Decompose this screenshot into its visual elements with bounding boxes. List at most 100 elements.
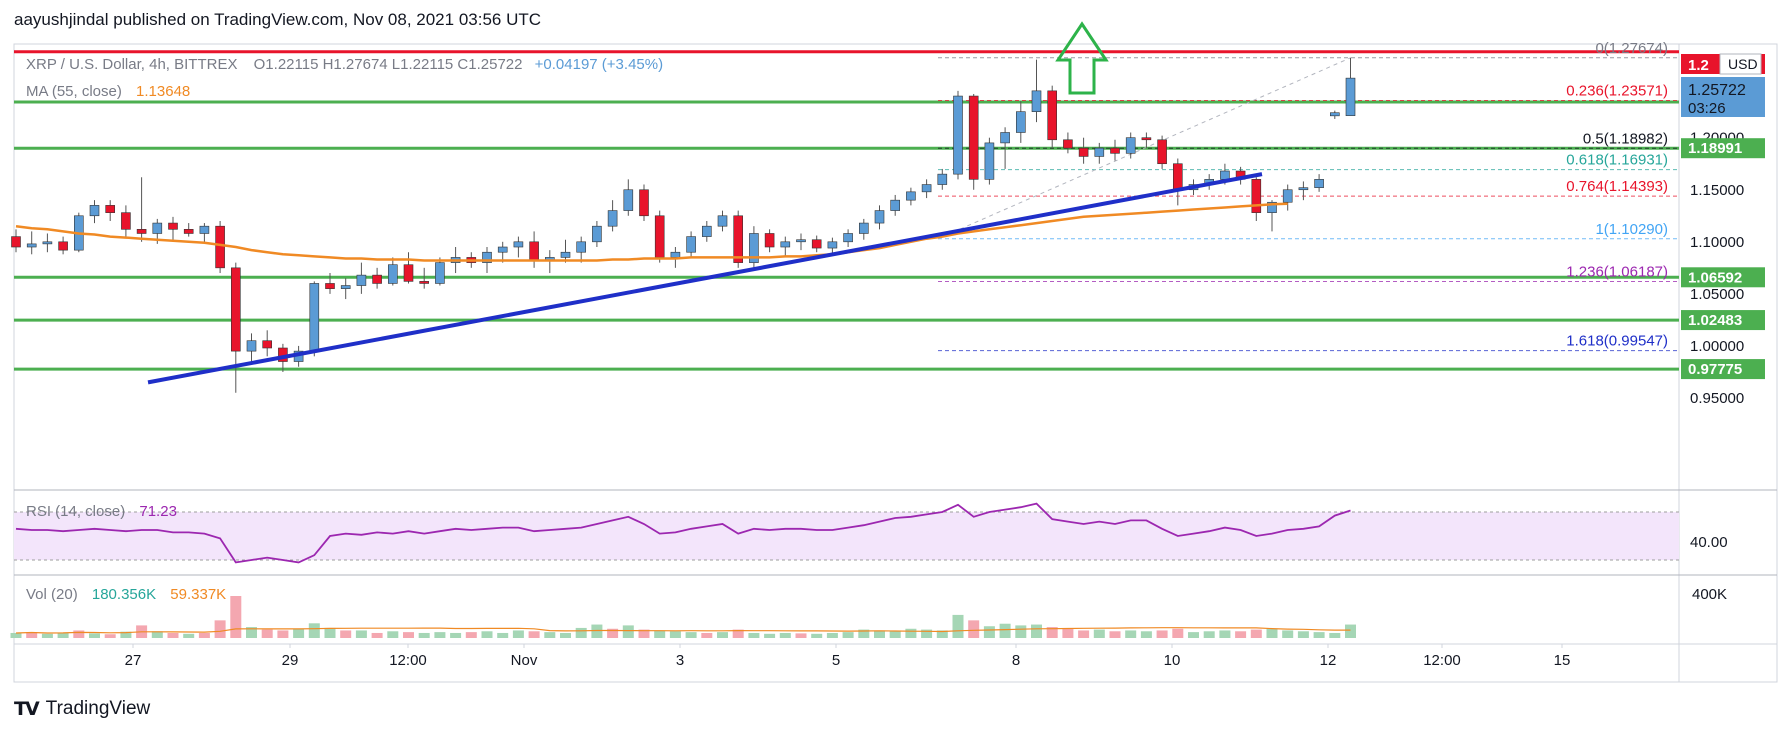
candle-body [764, 233, 775, 248]
candle-body [11, 236, 21, 248]
rsi-label: RSI (14, close) [26, 503, 125, 520]
time-tick-label: 8 [1012, 652, 1020, 669]
candle-body [325, 283, 335, 289]
volume-bar [1297, 631, 1309, 638]
candle-body [937, 173, 948, 185]
candle-body [843, 233, 853, 243]
candle-body [387, 264, 398, 284]
volume-bar [1109, 631, 1121, 638]
currency-button[interactable] [1719, 53, 1762, 75]
candle-body [592, 225, 602, 243]
candle-body [1000, 132, 1010, 144]
volume-bar [842, 632, 854, 638]
volume-bar [183, 633, 195, 638]
price-tick-label: 0.95000 [1690, 390, 1744, 407]
time-axis[interactable]: 27 29 12:00 Nov 3 5 8 10 12 12:00 15 [125, 644, 1571, 669]
volume-bar [308, 623, 320, 638]
volume-bar [905, 628, 917, 638]
volume-bar [983, 626, 995, 638]
volume-bar [1203, 631, 1215, 638]
candle-body [168, 222, 178, 230]
legend-change: +0.04197 (+3.45%) [535, 56, 663, 73]
volume-bar [340, 630, 352, 638]
volume-bar [669, 631, 681, 638]
chart-frame [13, 43, 1778, 683]
time-tick-label: 5 [832, 652, 840, 669]
candle-body [529, 241, 539, 261]
candle-body [1173, 163, 1183, 191]
volume-bar [921, 629, 933, 638]
svg-text:Vol (20) 180.356K 59.3: Vol (20) 180.356K 59.337K [26, 586, 226, 603]
price-tick-label: 1.10000 [1690, 234, 1744, 251]
volume-bar [1172, 628, 1184, 638]
support-tag-label: 1.02483 [1688, 312, 1742, 329]
bullish-trend-line[interactable] [147, 172, 1263, 385]
resistance-price-tag: 1.2 USD [1681, 53, 1765, 75]
tradingview-logo[interactable]: TV TradingView [14, 698, 150, 720]
moving-average-line [15, 202, 1288, 262]
candle-body [199, 225, 210, 234]
candle-body [105, 205, 115, 213]
candlestick-series [11, 57, 1356, 393]
candle-body [1314, 179, 1324, 188]
candle-body [796, 239, 806, 243]
volume-bar [1235, 631, 1247, 638]
rsi-line [15, 502, 1351, 564]
rsi-band [14, 512, 1679, 560]
volume-bar [528, 631, 540, 638]
volume-bar [1125, 630, 1137, 638]
volume-bar [261, 629, 273, 638]
volume-bar [952, 614, 964, 638]
candle-body [623, 189, 634, 211]
candle-body [309, 283, 320, 352]
volume-bar [638, 629, 650, 638]
volume-bar [418, 632, 430, 638]
legend-ma-label: MA (55, close) [26, 83, 122, 100]
candle-body [1298, 187, 1309, 191]
candle-body [749, 233, 759, 263]
support-tag-bg [1681, 359, 1765, 380]
time-tick-label: 10 [1164, 652, 1181, 669]
candle-body [639, 189, 649, 217]
candle-body [968, 95, 979, 180]
target-arrow-icon [1055, 21, 1109, 95]
candle-body [183, 229, 194, 234]
volume-bar [465, 632, 477, 638]
volume-bar [1345, 624, 1356, 638]
fibonacci-retracement: 0(1.27674) 0.236(1.23571) 0.5(1.18982) 0.61… [937, 40, 1679, 352]
volume-bar [779, 632, 791, 638]
volume-bar [764, 633, 776, 638]
vol-value-1: 180.356K [92, 586, 156, 603]
time-tick-label: 29 [282, 652, 299, 669]
volume-bar [1329, 632, 1341, 638]
volume-bar [293, 628, 305, 638]
candle-body [607, 210, 618, 227]
fib-level-label: 0(1.27674) [1595, 40, 1668, 57]
volume-bar [41, 633, 53, 638]
volume-bar [277, 630, 289, 638]
volume-bar [73, 630, 85, 638]
volume-bar [450, 632, 462, 638]
candle-body [576, 241, 587, 253]
candle-body [1220, 170, 1230, 180]
candle-body [1330, 112, 1340, 117]
tradingview-brand: TradingView [45, 698, 151, 719]
candle-body [1157, 139, 1167, 165]
price-tick-label: 1.00000 [1690, 338, 1744, 355]
candle-body [497, 246, 508, 253]
volume-bar [355, 630, 367, 638]
candle-body [262, 340, 273, 349]
time-tick-label: 12:00 [389, 652, 427, 669]
volume-bar [1156, 630, 1168, 638]
volume-bar [607, 628, 619, 638]
candle-body [1282, 189, 1293, 203]
svg-text:XRP / U.S. Dollar, 4h, BITTREX: XRP / U.S. Dollar, 4h, BITTREX O1.22115 … [26, 56, 663, 73]
volume-bar [246, 627, 257, 638]
volume-bar [1188, 632, 1199, 638]
volume-bar [591, 624, 603, 638]
vol-axis-label: 400K [1692, 586, 1727, 603]
volume-bar [434, 632, 446, 638]
candle-body [356, 274, 367, 286]
candle-body [686, 236, 696, 253]
